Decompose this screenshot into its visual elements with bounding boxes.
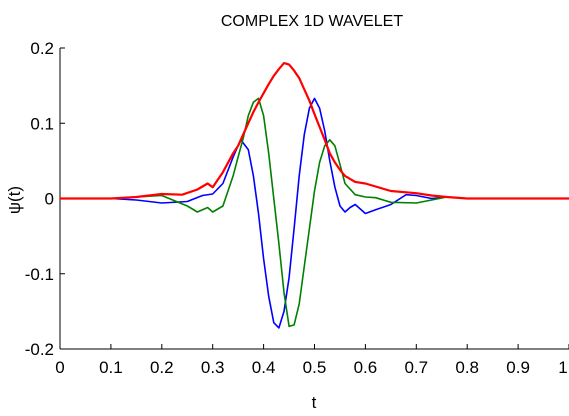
x-tick-label: 0.6 [354, 358, 378, 377]
y-tick-label: 0.1 [30, 114, 54, 133]
x-tick-label: 0.9 [506, 358, 530, 377]
x-tick-label: 0.3 [201, 358, 225, 377]
x-tick-label: 0.7 [404, 358, 428, 377]
series-layer [60, 62, 569, 329]
x-tick-label: 0 [55, 358, 64, 377]
y-tick-label: 0.2 [30, 39, 54, 58]
y-tick-label: -0.2 [25, 340, 54, 359]
x-tick-label: 0.4 [252, 358, 276, 377]
x-ticks: 0 0.1 0.2 0.3 0.4 0.5 0.6 0.7 0.8 0.9 1 [55, 344, 569, 377]
x-axis-label: t [312, 393, 317, 412]
x-tick-label: 0.8 [455, 358, 479, 377]
series-line-2 [60, 97, 569, 328]
x-tick-label: 1 [558, 358, 567, 377]
series-line-1 [60, 97, 569, 329]
series-line-3 [60, 62, 569, 200]
chart-title: COMPLEX 1D WAVELET [221, 13, 403, 30]
y-tick-label: 0 [45, 190, 54, 209]
x-tick-label: 0.5 [303, 358, 327, 377]
y-ticks: 0.2 0.1 0 -0.1 -0.2 [25, 39, 65, 359]
y-axis-label: ψ(t) [5, 186, 24, 214]
y-tick-label: -0.1 [25, 265, 54, 284]
x-tick-label: 0.2 [150, 358, 174, 377]
x-tick-label: 0.1 [99, 358, 123, 377]
